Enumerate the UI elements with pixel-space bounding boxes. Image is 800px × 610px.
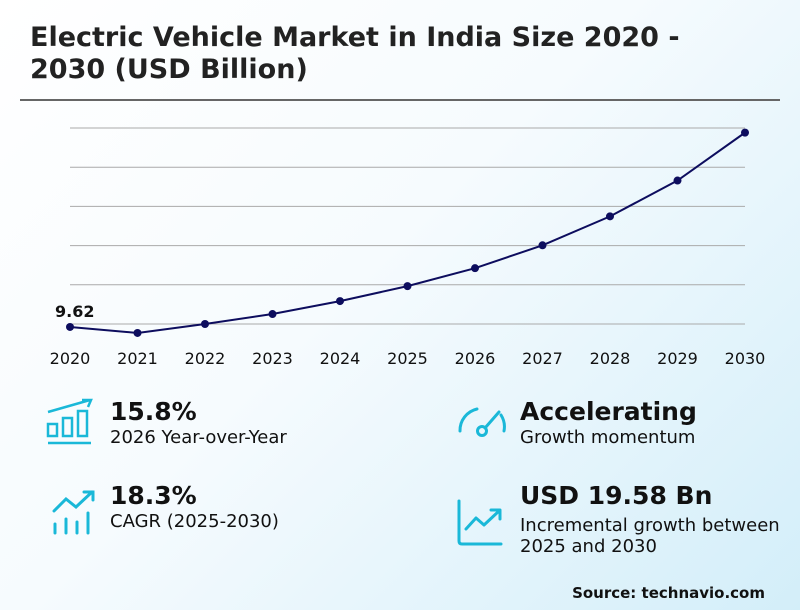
data-point (471, 264, 479, 273)
x-tick-label: 2024 (320, 349, 361, 368)
stat-desc: Growth momentum (520, 427, 696, 448)
speedometer-icon (458, 407, 506, 437)
stat-value: 15.8% (110, 397, 197, 426)
title-divider (20, 99, 780, 101)
data-point (336, 297, 344, 306)
data-point (133, 328, 142, 337)
data-point (403, 282, 412, 291)
stat-momentum: Accelerating Growth momentum (520, 397, 697, 448)
bar-chart-growth-icon (46, 398, 93, 445)
x-tick-label: 2027 (522, 349, 563, 368)
x-tick-label: 2030 (725, 349, 766, 368)
stat-value: 18.3% (110, 481, 197, 510)
x-tick-label: 2025 (387, 349, 428, 368)
x-tick-label: 2020 (50, 349, 91, 368)
data-point (201, 320, 209, 328)
stat-desc: Incremental growth between 2025 and 2030 (520, 515, 780, 557)
data-point (741, 128, 749, 137)
data-label: 9.62 (55, 302, 94, 321)
stat-value: Accelerating (520, 397, 697, 426)
source-credit: Source: technavio.com (572, 584, 765, 602)
data-point (673, 176, 682, 185)
x-tick-label: 2021 (117, 349, 158, 368)
x-tick-label: 2026 (455, 349, 496, 368)
trend-up-bars-icon (52, 490, 95, 535)
stat-cagr: 18.3% CAGR (2025-2030) (110, 481, 279, 532)
x-tick-label: 2028 (590, 349, 631, 368)
line-chart: 2020 2021 2022 2023 2024 2025 2026 2027 2028 2029… (50, 127, 766, 368)
chart-title: Electric Vehicle Market in India Size 20… (30, 22, 680, 85)
stat-desc: CAGR (2025-2030) (110, 511, 279, 532)
data-point (66, 322, 74, 331)
x-tick-label: 2023 (252, 349, 293, 368)
x-tick-label: 2022 (185, 349, 226, 368)
line-chart-up-icon (457, 499, 503, 546)
x-tick-label: 2029 (657, 349, 698, 368)
data-point (268, 310, 277, 319)
data-point (538, 241, 547, 250)
data-point (606, 212, 614, 221)
series-line (69, 131, 746, 334)
stat-yoy: 15.8% 2026 Year-over-Year (110, 397, 287, 448)
stat-incremental: USD 19.58 Bn Incremental growth between … (520, 481, 780, 557)
stat-desc: 2026 Year-over-Year (110, 427, 287, 448)
stat-value: USD 19.58 Bn (520, 481, 713, 510)
